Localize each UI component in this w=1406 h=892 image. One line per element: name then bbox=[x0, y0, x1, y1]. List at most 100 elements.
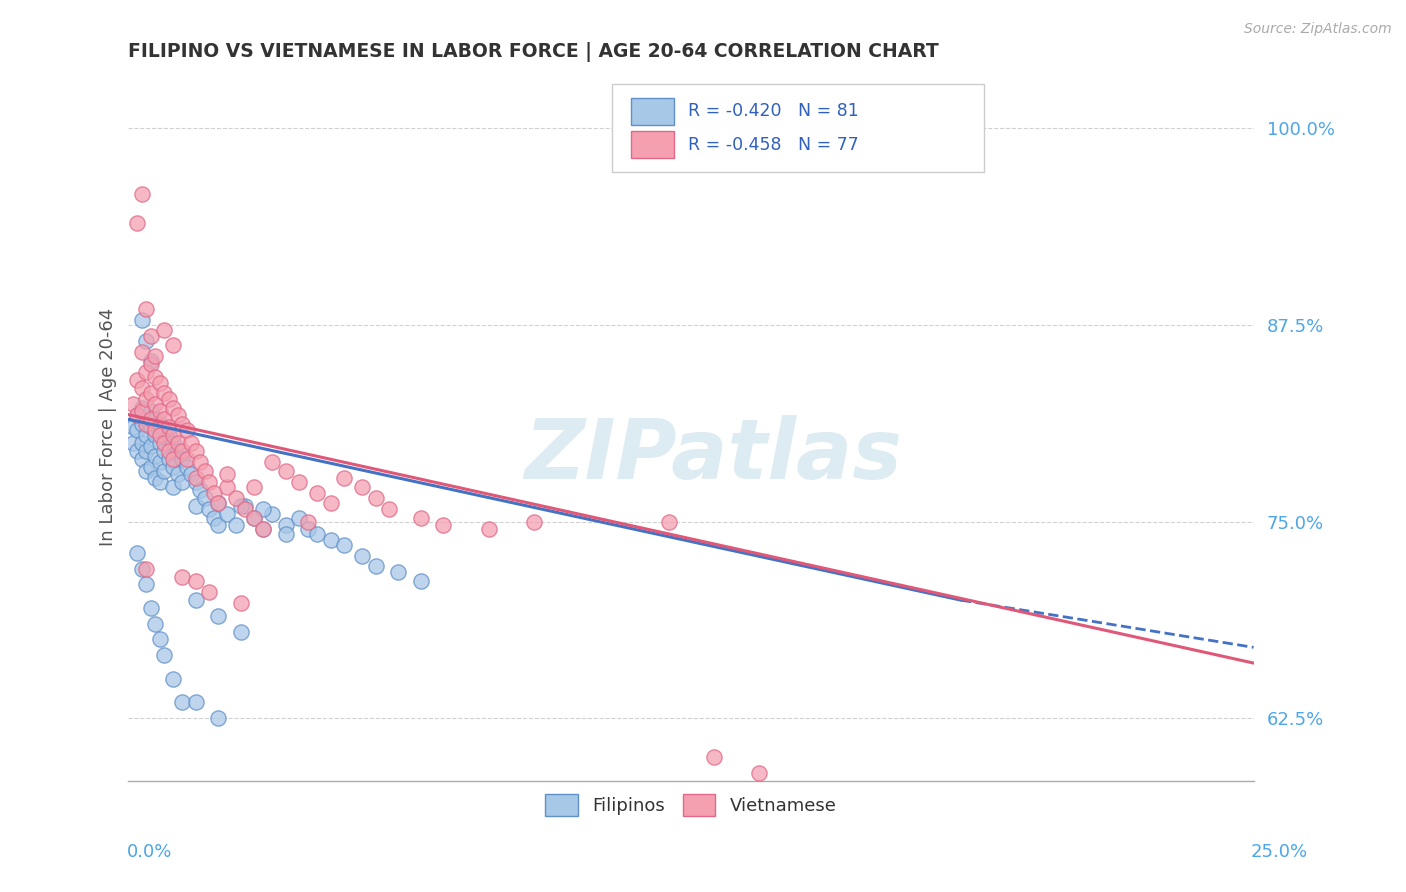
Point bbox=[172, 569, 194, 583]
Point bbox=[319, 533, 342, 548]
Point bbox=[131, 451, 153, 466]
Point bbox=[153, 436, 176, 450]
Point bbox=[252, 523, 274, 537]
Point bbox=[122, 436, 145, 450]
Point bbox=[198, 585, 221, 599]
Point bbox=[135, 443, 157, 458]
Point bbox=[184, 475, 207, 490]
Point bbox=[145, 350, 167, 364]
Point bbox=[378, 502, 401, 516]
Point bbox=[274, 464, 297, 478]
Point bbox=[243, 511, 266, 525]
Point bbox=[145, 449, 167, 463]
Point bbox=[364, 491, 387, 505]
Point bbox=[127, 408, 149, 422]
Point bbox=[207, 711, 229, 725]
Point bbox=[149, 632, 172, 647]
Point bbox=[184, 470, 207, 484]
Point bbox=[149, 376, 172, 391]
Point bbox=[229, 596, 252, 610]
Point bbox=[162, 436, 184, 450]
Point bbox=[127, 443, 149, 458]
Point bbox=[409, 574, 432, 589]
Point bbox=[162, 480, 184, 494]
Point bbox=[139, 404, 162, 418]
Point bbox=[131, 436, 153, 450]
Point bbox=[229, 624, 252, 639]
Point bbox=[131, 381, 153, 395]
Point bbox=[127, 546, 149, 560]
Point bbox=[157, 420, 180, 434]
Point bbox=[167, 436, 190, 450]
Point bbox=[167, 467, 190, 482]
Point bbox=[190, 455, 212, 469]
Point bbox=[172, 451, 194, 466]
Point bbox=[262, 455, 284, 469]
Point bbox=[409, 511, 432, 525]
Text: Source: ZipAtlas.com: Source: ZipAtlas.com bbox=[1244, 22, 1392, 37]
Point bbox=[352, 549, 374, 563]
Point bbox=[288, 475, 311, 490]
Point bbox=[145, 428, 167, 442]
Point bbox=[252, 502, 274, 516]
Point bbox=[139, 385, 162, 400]
Point bbox=[122, 396, 145, 410]
Point bbox=[149, 455, 172, 469]
Point bbox=[162, 401, 184, 416]
Point bbox=[153, 648, 176, 663]
Point bbox=[207, 608, 229, 623]
Point bbox=[235, 499, 257, 513]
Point bbox=[190, 483, 212, 497]
FancyBboxPatch shape bbox=[612, 84, 984, 172]
Point bbox=[307, 527, 329, 541]
Point bbox=[522, 515, 544, 529]
Point bbox=[235, 502, 257, 516]
Point bbox=[131, 344, 153, 359]
Point bbox=[217, 467, 239, 482]
Point bbox=[352, 480, 374, 494]
Point bbox=[252, 523, 274, 537]
FancyBboxPatch shape bbox=[631, 131, 673, 159]
Point bbox=[198, 475, 221, 490]
Point bbox=[162, 338, 184, 352]
Point bbox=[184, 499, 207, 513]
Point bbox=[139, 412, 162, 426]
Point bbox=[135, 562, 157, 576]
Point bbox=[145, 470, 167, 484]
Point bbox=[139, 459, 162, 474]
Point bbox=[274, 517, 297, 532]
Point bbox=[162, 459, 184, 474]
Point bbox=[157, 443, 180, 458]
Point bbox=[297, 523, 319, 537]
Point bbox=[131, 187, 153, 202]
Point bbox=[153, 412, 176, 426]
Point bbox=[657, 515, 679, 529]
Point bbox=[217, 507, 239, 521]
Point bbox=[477, 523, 499, 537]
Point bbox=[145, 396, 167, 410]
Point bbox=[149, 475, 172, 490]
Point bbox=[153, 443, 176, 458]
Point bbox=[176, 423, 198, 437]
Point bbox=[167, 408, 190, 422]
Point bbox=[139, 329, 162, 343]
Point bbox=[157, 451, 180, 466]
Point bbox=[153, 323, 176, 337]
Text: 0.0%: 0.0% bbox=[127, 843, 172, 861]
Point bbox=[207, 496, 229, 510]
Point bbox=[274, 527, 297, 541]
Text: R = -0.458   N = 77: R = -0.458 N = 77 bbox=[688, 136, 859, 154]
Point bbox=[131, 562, 153, 576]
Point bbox=[172, 475, 194, 490]
Point bbox=[207, 496, 229, 510]
Point bbox=[135, 417, 157, 431]
Point bbox=[157, 428, 180, 442]
Point bbox=[122, 420, 145, 434]
Point bbox=[139, 420, 162, 434]
Point bbox=[145, 616, 167, 631]
Point bbox=[153, 464, 176, 478]
Point bbox=[167, 443, 190, 458]
Point bbox=[131, 417, 153, 431]
Point bbox=[184, 443, 207, 458]
Point bbox=[180, 436, 202, 450]
